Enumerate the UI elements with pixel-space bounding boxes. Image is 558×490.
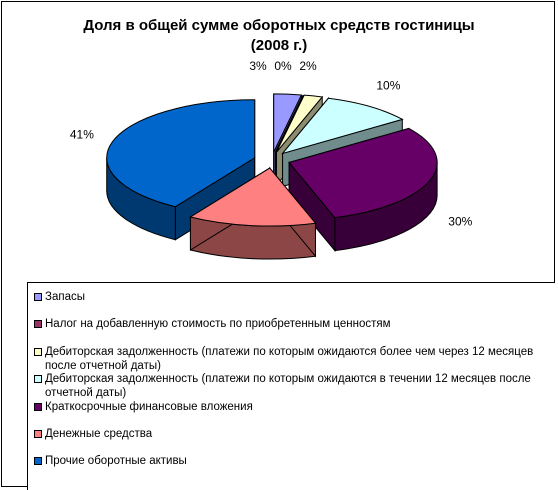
legend-item-3: Дебиторская задолженность (платежи по ко… <box>34 345 549 373</box>
legend-label: Запасы <box>45 291 85 303</box>
data-label-7: 41% <box>70 127 94 141</box>
chart-legend: Запасы Налог на добавленную стоимость по … <box>27 282 555 490</box>
data-label-5: 30% <box>448 215 472 229</box>
legend-item-2: Налог на добавленную стоимость по приобр… <box>34 317 549 331</box>
legend-swatch <box>34 375 42 383</box>
data-label-3: 2% <box>299 59 317 73</box>
legend-swatch <box>34 403 42 411</box>
legend-swatch <box>34 430 42 438</box>
data-label-1: 3% <box>249 59 267 73</box>
legend-item-1: Запасы <box>34 290 549 304</box>
chart-title-line1: Доля в общей сумме оборотных средств гос… <box>83 17 475 34</box>
legend-item-5: Краткосрочные финансовые вложения <box>34 400 549 414</box>
chart-title: Доля в общей сумме оборотных средств гос… <box>0 16 558 56</box>
legend-item-4: Дебиторская задолженность (платежи по ко… <box>34 372 549 400</box>
pie-chart: 3%0%2%10%30%14%41% <box>70 59 473 260</box>
legend-swatch <box>34 320 42 328</box>
legend-swatch <box>34 457 42 465</box>
legend-swatch <box>34 293 42 301</box>
legend-label: Прочие оборотные активы <box>45 455 187 467</box>
legend-label: Краткосрочные финансовые вложения <box>45 401 253 413</box>
data-label-4: 10% <box>376 79 400 93</box>
legend-label: Дебиторская задолженность (платежи по ко… <box>45 346 534 372</box>
chart-title-line2: (2008 г.) <box>250 37 308 54</box>
legend-label: Дебиторская задолженность (платежи по ко… <box>45 373 531 399</box>
pie-slice-6 <box>189 166 317 260</box>
pie-slice-5 <box>288 127 438 253</box>
legend-item-7: Прочие оборотные активы <box>34 454 549 468</box>
legend-label: Денежные средства <box>45 428 153 440</box>
data-label-2: 0% <box>274 59 292 73</box>
legend-item-6: Денежные средства <box>34 427 549 441</box>
legend-swatch <box>34 348 42 356</box>
legend-label: Налог на добавленную стоимость по приобр… <box>45 318 391 330</box>
